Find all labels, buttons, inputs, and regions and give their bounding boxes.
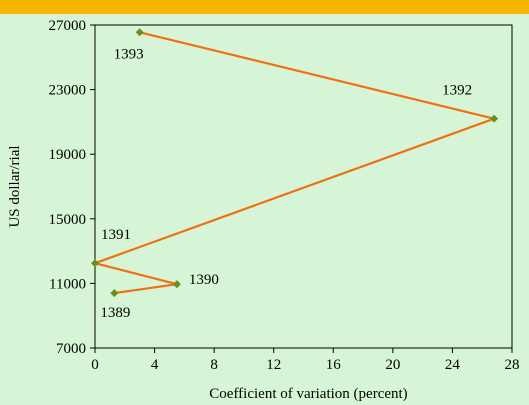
x-tick-label: 16 xyxy=(326,357,342,373)
data-point-1391 xyxy=(90,259,100,268)
y-tick-label: 11000 xyxy=(49,276,86,292)
y-tick-label: 27000 xyxy=(49,18,87,34)
y-tick-label: 15000 xyxy=(49,212,87,228)
y-tick-label: 23000 xyxy=(49,83,87,99)
data-point-1393 xyxy=(135,28,144,37)
x-axis-title: Coefficient of variation (percent) xyxy=(209,386,407,402)
point-label-1393: 1393 xyxy=(114,46,144,62)
point-label-1389: 1389 xyxy=(100,305,130,321)
data-point-1389 xyxy=(110,289,119,298)
data-point-1392 xyxy=(490,114,499,123)
y-tick-label: 7000 xyxy=(56,341,86,357)
x-tick-label: 28 xyxy=(505,357,520,373)
y-tick-label: 19000 xyxy=(49,147,87,163)
y-axis-title: US dollar/rial xyxy=(7,145,23,227)
x-tick-label: 20 xyxy=(385,357,400,373)
x-tick-label: 4 xyxy=(151,357,159,373)
series-line xyxy=(91,31,498,295)
point-label-1392: 1392 xyxy=(442,83,472,99)
top-band xyxy=(0,0,529,14)
x-tick-label: 24 xyxy=(445,357,461,373)
point-label-1390: 1390 xyxy=(189,272,219,288)
x-tick-label: 8 xyxy=(210,357,218,373)
point-label-1391: 1391 xyxy=(101,227,131,243)
data-point-1390 xyxy=(172,280,181,289)
x-tick-label: 0 xyxy=(91,357,99,373)
x-tick-label: 12 xyxy=(266,357,281,373)
plot-frame xyxy=(94,24,513,349)
